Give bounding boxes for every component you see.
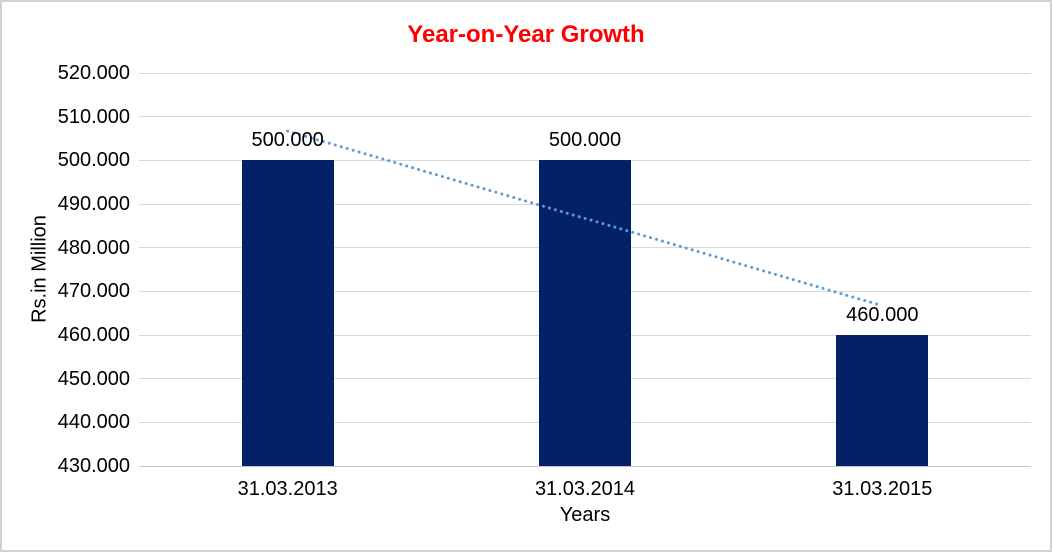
y-tick-label: 450.000	[57, 367, 130, 390]
x-axis-line	[139, 465, 1031, 467]
x-tick-label: 31.03.2013	[237, 478, 338, 500]
bar-value-label: 500.000	[251, 129, 324, 152]
y-axis-title: Rs.in Million	[28, 215, 51, 323]
y-tick-label: 500.000	[57, 149, 130, 172]
y-tick-label: 440.000	[57, 411, 130, 434]
gridline	[139, 72, 1031, 74]
x-tick-label: 31.03.2014	[534, 478, 636, 500]
gridline	[139, 116, 1031, 118]
y-tick-label: 470.000	[57, 280, 130, 303]
bar	[836, 335, 929, 466]
y-tick-label: 460.000	[57, 324, 130, 346]
y-tick-label: 480.000	[57, 236, 130, 259]
y-tick-label: 510.000	[57, 105, 130, 128]
bar-value-label: 460.000	[846, 304, 919, 326]
y-tick-label: 520.000	[57, 62, 130, 84]
x-axis-title: Years	[559, 504, 611, 526]
chart-title: Year-on-Year Growth	[407, 21, 645, 48]
bar	[539, 160, 631, 466]
bar	[241, 160, 334, 466]
x-tick-label: 31.03.2015	[832, 478, 933, 500]
y-tick-label: 490.000	[57, 193, 130, 215]
bar-value-label: 500.000	[548, 129, 622, 152]
y-tick-label: 430.000	[57, 455, 130, 477]
